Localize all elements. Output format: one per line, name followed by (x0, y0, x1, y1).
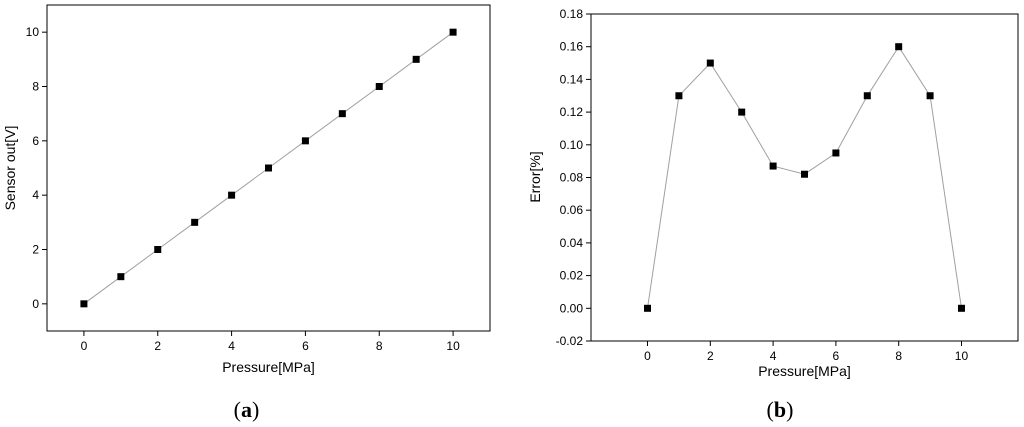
data-point-a-8 (375, 83, 383, 90)
y-tick-label-a-3: 6 (32, 134, 39, 148)
y-tick-label-b-1: 0.00 (560, 301, 584, 315)
data-point-a-10 (449, 28, 457, 36)
data-point-b-5 (801, 170, 808, 178)
x-tick-label-a-5: 10 (446, 339, 460, 353)
data-point-b-7 (863, 92, 871, 100)
x-tick-label-b-2: 4 (770, 349, 777, 363)
data-point-b-4 (769, 162, 777, 170)
y-tick-label-b-9: 0.16 (560, 40, 584, 54)
y-tick-label-a-1: 2 (32, 243, 39, 257)
data-point-b-2 (706, 59, 714, 67)
chart-panel-b: 0 2 4 6 8 10 -0.02 0.00 0.02 0.04 0.06 0.08 0.10 0.12… (527, 7, 1019, 422)
data-point-b-9 (926, 92, 934, 100)
data-point-b-6 (832, 149, 840, 157)
data-point-a-1 (117, 273, 125, 281)
y-tick-label-b-5: 0.08 (560, 171, 584, 185)
axis-ticks-a: 0 2 4 6 8 10 0 2 4 6 8 10 (26, 25, 460, 353)
y-tick-label-b-3: 0.04 (560, 236, 584, 250)
x-tick-label-a-1: 2 (154, 339, 161, 353)
data-point-a-2 (154, 246, 162, 253)
y-tick-label-b-8: 0.14 (560, 72, 584, 86)
panel-letter-a: a (241, 397, 252, 422)
y-tick-label-a-5: 10 (26, 25, 40, 39)
y-tick-label-a-0: 0 (32, 297, 39, 311)
data-point-b-10 (957, 304, 965, 312)
x-tick-label-b-5: 10 (955, 349, 969, 363)
series-markers-a (80, 28, 457, 308)
x-axis-title-a: Pressure[MPa] (222, 359, 315, 375)
data-point-b-1 (675, 92, 683, 100)
data-point-b-3 (738, 108, 746, 116)
y-axis-title-a: Sensor out[V] (2, 126, 18, 211)
panel-label-a: (a) (234, 397, 260, 422)
y-tick-label-b-0: -0.02 (556, 334, 584, 348)
y-tick-label-b-6: 0.10 (560, 138, 584, 152)
x-tick-label-a-3: 6 (302, 339, 309, 353)
data-point-a-3 (191, 218, 199, 226)
data-point-a-7 (338, 110, 346, 118)
data-point-b-0 (644, 304, 652, 312)
chart-panel-a: 0 2 4 6 8 10 0 2 4 6 8 10 Pressure[MPa] Sensor out[… (2, 4, 491, 422)
x-tick-label-b-0: 0 (644, 349, 651, 363)
x-tick-label-b-4: 8 (895, 349, 902, 363)
y-axis-title-b: Error[%] (527, 151, 543, 202)
y-tick-label-b-7: 0.12 (560, 105, 584, 119)
y-tick-label-a-2: 4 (32, 188, 39, 202)
data-point-a-5 (265, 164, 272, 172)
x-tick-label-a-2: 4 (228, 339, 235, 353)
y-tick-label-b-4: 0.06 (560, 203, 584, 217)
data-point-a-4 (228, 191, 236, 199)
x-tick-label-b-3: 6 (833, 349, 840, 363)
x-tick-label-a-4: 8 (376, 339, 383, 353)
x-tick-label-b-1: 2 (707, 349, 714, 363)
axis-ticks-b: 0 2 4 6 8 10 -0.02 0.00 0.02 0.04 0.06 0.08 0.10 0.12… (556, 7, 969, 363)
data-point-a-6 (301, 137, 309, 145)
data-point-a-9 (412, 55, 420, 63)
y-tick-label-b-10: 0.18 (560, 7, 584, 21)
y-tick-label-a-4: 8 (32, 80, 39, 94)
series-markers-b (644, 43, 965, 312)
panel-letter-b: b (774, 397, 786, 422)
data-point-a-0 (80, 300, 88, 308)
y-tick-label-b-2: 0.02 (560, 269, 584, 283)
x-tick-label-a-0: 0 (81, 339, 88, 353)
x-axis-title-b: Pressure[MPa] (758, 363, 851, 379)
data-point-b-8 (895, 43, 903, 51)
plot-frame-a (46, 4, 491, 332)
panel-label-b: (b) (767, 397, 794, 422)
